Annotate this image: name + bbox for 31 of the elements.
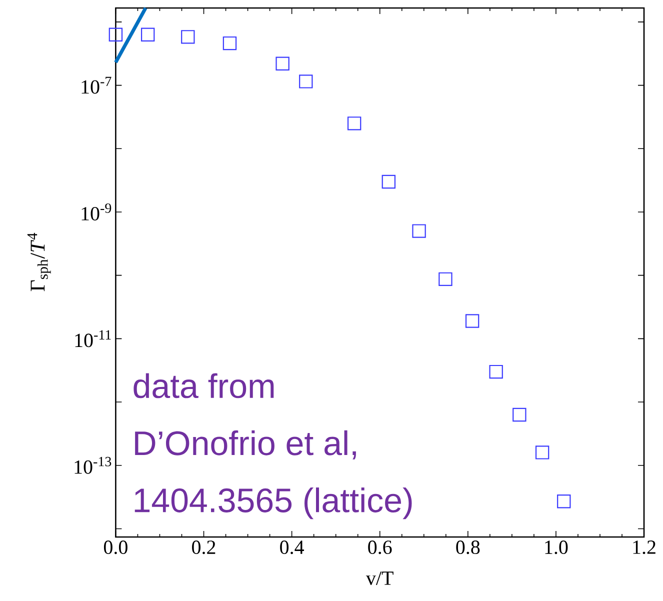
point [347,116,362,130]
point [299,74,313,88]
x-tick-label: 1.0 [545,540,568,554]
point [140,28,155,42]
x-tick-label: 0.0 [104,540,128,554]
y-tick-label: 10$^{-9}$ [82,204,112,220]
point [222,36,237,50]
annotation: D’Onofrio et al, [135,430,356,460]
point [181,30,195,44]
y-axis-title: Γ$_{sph}$/T$^{4}$ [27,232,51,292]
annotation: data from [134,373,274,398]
point [512,408,526,422]
annotation: 1404.3565 (lattice) [134,487,412,520]
point [412,224,426,238]
point [465,314,480,328]
point [108,28,123,42]
x-tick-label: 0.4 [280,540,304,554]
y-tick-label: 10$^{-7}$ [82,76,112,94]
point [489,364,503,379]
x-tick-label: 0.8 [456,540,480,554]
x-tick-label: 0.2 [192,540,216,554]
x-axis-title: v/T [366,572,394,585]
point [438,272,452,286]
x-tick-label: 1.2 [633,540,656,554]
point [382,174,396,189]
point [535,446,550,460]
x-tick-label: 0.6 [368,540,392,554]
point [276,56,290,70]
point [557,494,571,508]
y-tick-label: 10$^{-11}$ [75,330,111,348]
y-tick-label: 10$^{-13}$ [74,456,112,474]
